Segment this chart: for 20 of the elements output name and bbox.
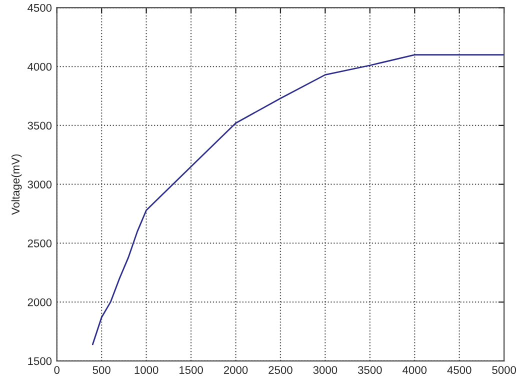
line-series [92, 54, 504, 346]
y-tick-label: 3500 [28, 122, 52, 130]
x-tick-label: 4000 [402, 366, 427, 374]
x-tick-label: 5000 [492, 366, 516, 374]
y-tick-label: 2500 [28, 239, 52, 248]
x-tick-label: 3500 [358, 366, 382, 374]
y-axis-title: Voltage(mV) [11, 154, 22, 215]
y-tick-label: 4000 [28, 62, 52, 71]
x-tick-label: 1000 [134, 366, 158, 374]
x-tick-label: 2000 [224, 366, 248, 374]
x-tick-label: 0 [54, 366, 60, 374]
x-tick-label: 3000 [313, 366, 338, 374]
y-tick-label: 2000 [28, 298, 52, 306]
x-tick-label: 4500 [447, 366, 472, 374]
x-tick-label: 1500 [180, 366, 203, 374]
y-tick-label: 3000 [28, 180, 52, 188]
y-tick-label: 1500 [28, 357, 52, 366]
y-tick-label: 4500 [28, 4, 52, 12]
x-tick-label: 500 [92, 366, 110, 374]
x-tick-label: 2500 [268, 366, 292, 374]
